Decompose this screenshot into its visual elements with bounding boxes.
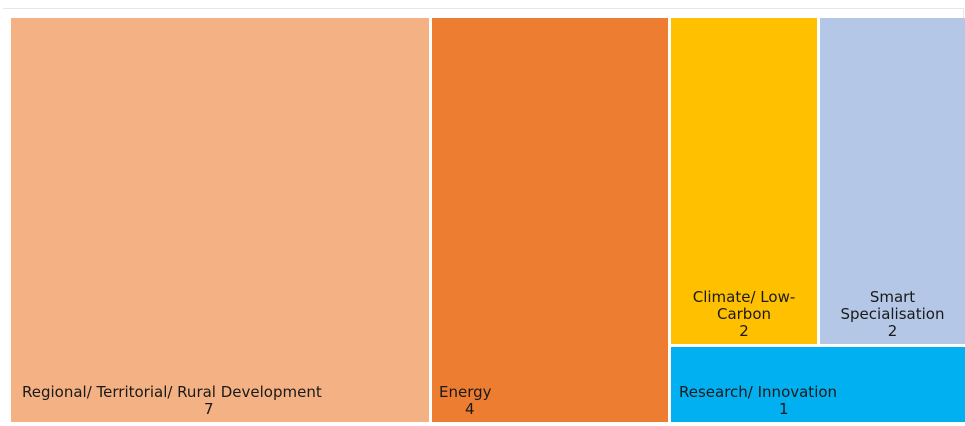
tile-smart-specialisation-name-line1: Smart (869, 288, 916, 306)
tile-climate-low-carbon-name-line1: Climate/ Low- (692, 288, 796, 306)
tile-climate-low-carbon-name-line2: Carbon (716, 305, 772, 323)
treemap-chart: Regional/ Territorial/ Rural Development… (11, 18, 965, 425)
tile-research-innovation-label: Research/ Innovation 1 (671, 384, 939, 418)
tile-smart-specialisation-name-line2: Specialisation (840, 305, 945, 323)
tile-climate-low-carbon: Climate/ Low- Carbon 2 (671, 18, 820, 347)
tile-climate-low-carbon-label: Climate/ Low- Carbon 2 (671, 289, 817, 340)
tile-climate-low-carbon-value: 2 (739, 322, 749, 340)
tile-research-innovation-name: Research/ Innovation (679, 383, 838, 401)
tile-smart-specialisation-label: Smart Specialisation 2 (820, 289, 965, 340)
tile-smart-specialisation: Smart Specialisation 2 (820, 18, 965, 347)
tile-energy-value: 4 (465, 400, 475, 418)
tile-regional-development: Regional/ Territorial/ Rural Development… (11, 18, 432, 425)
tile-regional-development-label: Regional/ Territorial/ Rural Development… (11, 384, 422, 418)
tile-regional-development-value: 7 (204, 400, 214, 418)
tile-energy: Energy 4 (432, 18, 671, 425)
tile-research-innovation-value: 1 (779, 400, 789, 418)
tile-energy-name: Energy (439, 383, 492, 401)
tile-research-innovation: Research/ Innovation 1 (671, 347, 965, 425)
tile-energy-label: Energy 4 (432, 384, 559, 418)
tile-regional-development-name: Regional/ Territorial/ Rural Development (22, 383, 322, 401)
tile-smart-specialisation-value: 2 (887, 322, 898, 340)
